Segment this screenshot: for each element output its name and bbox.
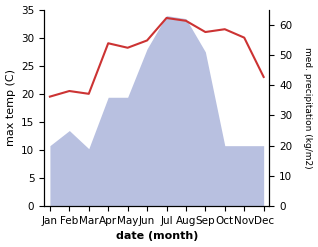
Y-axis label: max temp (C): max temp (C): [5, 69, 16, 146]
Y-axis label: med. precipitation (kg/m2): med. precipitation (kg/m2): [303, 47, 313, 169]
X-axis label: date (month): date (month): [116, 231, 198, 242]
